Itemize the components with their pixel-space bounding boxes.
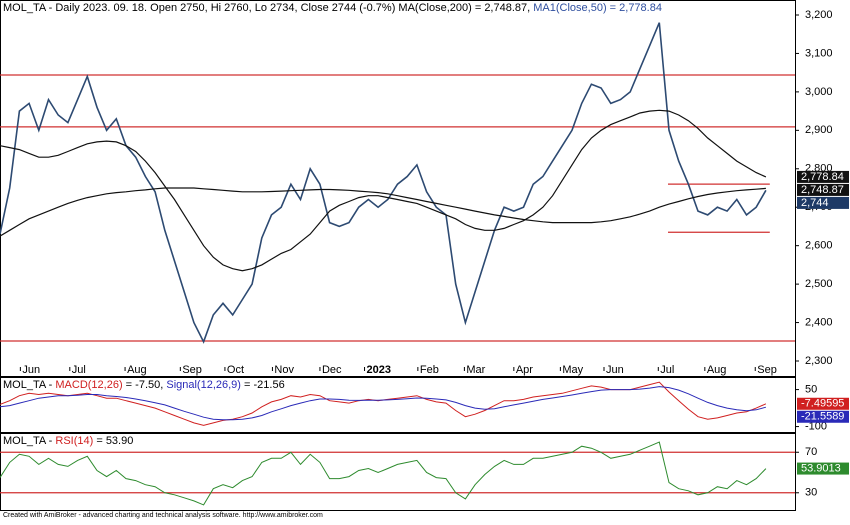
y-tick-label: 50 xyxy=(805,383,817,395)
x-tick-label: 2023 xyxy=(367,364,391,376)
y-tick-label: 3,100 xyxy=(805,47,833,59)
x-tick-label: Jul xyxy=(660,364,674,376)
last-value-box xyxy=(797,170,849,183)
header-part: = 53.90 xyxy=(93,435,133,447)
y-tick-label: 70 xyxy=(805,446,817,458)
x-tick-label: Sep xyxy=(182,364,202,376)
header-part: = -21.56 xyxy=(241,379,285,391)
panel-frame xyxy=(0,433,796,511)
header-part: RSI(14) xyxy=(55,435,93,447)
y-tick-label: 2,900 xyxy=(805,124,833,136)
x-tick-label: Mar xyxy=(466,364,485,376)
y-tick-label: 2,500 xyxy=(805,278,833,290)
series-line xyxy=(0,22,767,344)
y-tick-label: 2,600 xyxy=(805,240,833,252)
last-value-box xyxy=(797,397,849,410)
last-value-box xyxy=(797,183,849,196)
y-tick-label: 2,300 xyxy=(805,355,833,367)
x-tick-label: Jul xyxy=(72,364,86,376)
panel-header: MOL_TA - RSI(14) = 53.90 xyxy=(3,435,133,447)
panel-header: MOL_TA - Daily 2023. 09. 18. Open 2750, … xyxy=(3,2,662,14)
x-tick-label: Jun xyxy=(606,364,624,376)
series-line xyxy=(0,441,767,506)
x-tick-label: May xyxy=(562,364,583,376)
header-part: MOL_TA - Daily 2023. 09. 18. Open 2750, … xyxy=(3,2,533,14)
x-tick-label: Dec xyxy=(322,364,342,376)
last-value-box xyxy=(797,196,849,209)
header-part: Signal(12,26,9) xyxy=(166,379,241,391)
series-line xyxy=(0,187,766,237)
series-line xyxy=(0,386,767,421)
y-tick-label: 3,000 xyxy=(805,86,833,98)
header-part: MACD(12,26) xyxy=(55,379,122,391)
panel-frame xyxy=(0,0,796,377)
x-tick-label: Oct xyxy=(227,364,244,376)
y-tick-label: -100 xyxy=(805,420,827,432)
header-part: MOL_TA - xyxy=(3,435,55,447)
x-tick-label: Sep xyxy=(757,364,777,376)
last-value-label: 2,744 xyxy=(801,197,829,209)
x-tick-label: Jun xyxy=(22,364,40,376)
last-value-label: -7.49595 xyxy=(801,398,844,410)
x-tick-label: Aug xyxy=(127,364,147,376)
x-tick-label: Nov xyxy=(274,364,294,376)
panel-frame xyxy=(0,377,796,433)
last-value-label: 2,778.84 xyxy=(801,171,844,183)
last-value-box xyxy=(797,462,849,475)
last-value-box xyxy=(797,410,849,423)
footer: Created with AmiBroker - advanced charti… xyxy=(3,512,323,519)
header-part: MOL_TA - xyxy=(3,379,55,391)
x-tick-label: Aug xyxy=(707,364,727,376)
last-value-label: 53.9013 xyxy=(801,462,841,474)
header-part: MA1(Close,50) = 2,778.84 xyxy=(533,2,662,14)
y-tick-label: 30 xyxy=(805,487,817,499)
panel-header: MOL_TA - MACD(12,26) = -7.50, Signal(12,… xyxy=(3,379,285,391)
x-tick-label: Apr xyxy=(516,364,533,376)
series-line xyxy=(0,109,767,272)
header-part: = -7.50, xyxy=(123,379,167,391)
last-value-label: -21.5589 xyxy=(801,411,844,423)
x-tick-label: Feb xyxy=(420,364,439,376)
y-tick-label: 3,200 xyxy=(805,9,833,21)
y-tick-label: 2,400 xyxy=(805,316,833,328)
last-value-label: 2,748.87 xyxy=(801,184,844,196)
